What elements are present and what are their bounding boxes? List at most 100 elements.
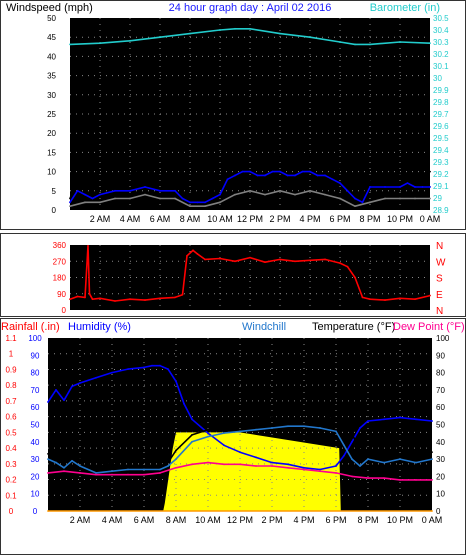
rain-y-tick-label: 0.9 bbox=[5, 365, 17, 374]
temperature-x-tick-label: 8 PM bbox=[357, 515, 378, 525]
wind-series-1-point bbox=[189, 201, 191, 204]
wind-series-3-point bbox=[339, 41, 341, 43]
wind-series-1-point bbox=[286, 174, 289, 177]
rain-y-tick-label: 0 bbox=[9, 507, 14, 516]
wind-y-tick-label: 10 bbox=[47, 168, 56, 177]
wind-x-tick-label: 0 AM bbox=[420, 214, 441, 224]
wind-series-0-point bbox=[181, 189, 184, 192]
wind-series-2-point bbox=[429, 197, 431, 200]
direction-series-0-point bbox=[354, 276, 356, 279]
barometer-ylabel: Barometer (in) bbox=[370, 2, 440, 14]
direction-series-0-point bbox=[361, 296, 364, 299]
direction-series-0-point bbox=[294, 260, 296, 263]
rain-y-tick-label: 0.6 bbox=[5, 413, 17, 422]
temperature-series-1-point bbox=[167, 461, 169, 464]
temperature-series-1-point bbox=[367, 451, 369, 454]
wind-series-2-point bbox=[234, 193, 236, 196]
wind-grid bbox=[70, 18, 430, 210]
wind-series-0-point bbox=[84, 186, 86, 188]
temperature-series-0-point bbox=[127, 368, 129, 371]
wind-series-1-point bbox=[301, 170, 304, 173]
wind-series-1-point bbox=[271, 170, 274, 173]
barometer-y-tick-label: 29.2 bbox=[433, 170, 449, 179]
temperature-series-2-point bbox=[175, 458, 177, 460]
rain-y-tick-label: 0.8 bbox=[5, 381, 17, 390]
humidity-y-tick-label: 50 bbox=[31, 421, 40, 430]
wind-series-0-line bbox=[69, 147, 431, 200]
temp-y-tick-label: 60 bbox=[436, 403, 445, 412]
temperature-series-3-point bbox=[207, 461, 209, 464]
humidity-y-tick-label: 20 bbox=[31, 472, 40, 481]
barometer-y-tick-label: 30.5 bbox=[433, 14, 449, 23]
temperature-series-2-point bbox=[399, 458, 401, 460]
temperature-series-3-point bbox=[431, 478, 433, 481]
wind-series-2-point bbox=[264, 193, 266, 196]
wind-series-0-point bbox=[414, 178, 416, 181]
wind-series-1-point bbox=[429, 186, 431, 188]
temperature-series-3-point bbox=[287, 466, 289, 469]
direction-series-0-point bbox=[414, 298, 416, 301]
wind-series-1-point bbox=[294, 174, 296, 177]
wind-series-2-point bbox=[159, 197, 161, 200]
wind-series-0-point bbox=[91, 189, 94, 192]
temperature-series-0-point bbox=[71, 385, 73, 388]
wind-series-0-point bbox=[264, 159, 266, 161]
wind-series-2-point bbox=[204, 205, 206, 208]
wind-series-0-point bbox=[316, 159, 319, 161]
temperature-series-3-point bbox=[399, 478, 401, 481]
temperature-x-tick-label: 4 PM bbox=[293, 515, 314, 525]
temperature-series-2-point bbox=[47, 458, 49, 460]
wind-series-1-point bbox=[234, 174, 236, 177]
wind-series-3-point bbox=[129, 39, 131, 42]
temperature-series-1-point bbox=[223, 423, 225, 426]
barometer-y-tick-label: 30.4 bbox=[433, 26, 449, 35]
direction-series-0-point bbox=[324, 258, 326, 261]
wind-series-1-point bbox=[76, 189, 79, 192]
temperature-series-1-point bbox=[111, 463, 113, 466]
barometer-y-tick-label: 30 bbox=[433, 74, 442, 83]
wind-series-2-point bbox=[324, 193, 326, 196]
barometer-y-tick-label: 29 bbox=[433, 194, 442, 203]
wind-y-tick-label: 20 bbox=[47, 129, 56, 138]
compass-label: N bbox=[436, 306, 443, 317]
temperature-series-0-point bbox=[159, 364, 161, 367]
wind-series-1-line bbox=[69, 170, 430, 204]
temperature-x-tick-label: 6 PM bbox=[325, 515, 346, 525]
temp-y-tick-label: 20 bbox=[436, 472, 445, 481]
barometer-y-tick-label: 29.6 bbox=[433, 122, 449, 131]
wind-series-0-point bbox=[309, 155, 311, 158]
wind-series-0-point bbox=[204, 193, 206, 196]
wind-series-1-point bbox=[324, 174, 326, 177]
wind-series-2-point bbox=[189, 205, 191, 208]
temperature-series-0-point bbox=[343, 454, 345, 457]
temperature-series-1-point bbox=[79, 458, 81, 460]
temperature-x-tick-label: 2 PM bbox=[261, 515, 282, 525]
wind-x-tick-label: 10 PM bbox=[387, 214, 413, 224]
temperature-series-1-point bbox=[255, 416, 257, 419]
wind-series-0-point bbox=[384, 178, 386, 181]
direction-series-0-point bbox=[186, 254, 188, 257]
temperature-series-0-point bbox=[399, 416, 401, 419]
temperature-series-3-point bbox=[175, 466, 177, 469]
wind-series-0-point bbox=[421, 174, 424, 177]
temperature-series-2-point bbox=[431, 458, 433, 460]
wind-series-1-point bbox=[144, 186, 146, 188]
temperature-series-2-point bbox=[207, 435, 209, 438]
wind-series-1-point bbox=[309, 170, 311, 173]
wind-series-0-point bbox=[159, 178, 161, 181]
humidity-y-tick-label: 40 bbox=[31, 438, 40, 447]
temperature-x-tick-label: 0 AM bbox=[422, 515, 443, 525]
humidity-y-tick-label: 80 bbox=[31, 369, 40, 378]
legend-windchill: Windchill bbox=[242, 321, 286, 333]
wind-series-1-point bbox=[249, 170, 251, 173]
wind-series-1-point bbox=[204, 201, 206, 204]
wind-series-2-point bbox=[99, 201, 101, 204]
temperature-series-3-point bbox=[303, 468, 305, 471]
wind-series-3-point bbox=[249, 27, 251, 30]
barometer-y-tick-label: 28.9 bbox=[433, 206, 449, 215]
temperature-series-1-point bbox=[55, 447, 57, 450]
temperature-series-2-point bbox=[383, 461, 385, 464]
direction-series-0-point bbox=[174, 296, 176, 299]
wind-series-0-point bbox=[249, 151, 251, 154]
direction-series-0-point bbox=[192, 249, 194, 252]
